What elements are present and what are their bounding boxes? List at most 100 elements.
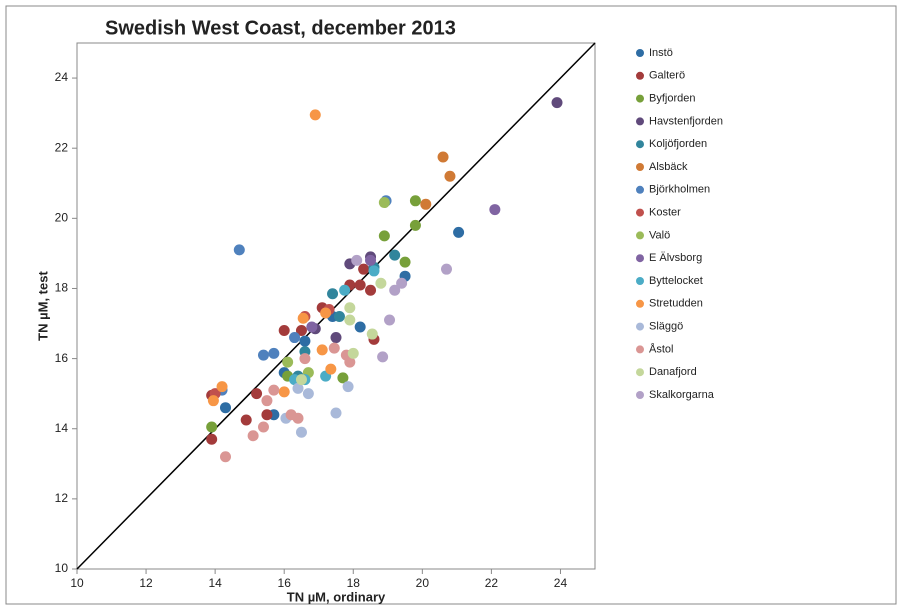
point <box>278 386 290 398</box>
legend-text: Koljöfjorden <box>649 138 707 150</box>
point <box>320 307 332 319</box>
point <box>354 321 366 333</box>
legend-marker <box>636 163 644 171</box>
y-tick-label: 12 <box>55 491 69 505</box>
plot-area <box>76 42 596 570</box>
point <box>299 353 311 365</box>
y-tick-label: 14 <box>55 421 69 435</box>
point <box>268 347 280 359</box>
point <box>437 151 449 163</box>
legend-text: Alsbäck <box>649 161 688 173</box>
chart-frame <box>5 5 897 605</box>
point <box>206 421 218 433</box>
point <box>358 263 370 275</box>
legend-marker <box>636 368 644 377</box>
x-tick-label: 16 <box>278 576 292 590</box>
point <box>399 256 411 268</box>
legend-marker <box>636 49 644 57</box>
x-tick-label: 14 <box>208 576 222 590</box>
legend-text: Släggö <box>649 321 683 333</box>
point <box>378 230 390 242</box>
y-tick-label: 24 <box>55 70 69 84</box>
legend-text: Koster <box>649 207 681 219</box>
point <box>327 288 339 300</box>
point <box>365 284 377 296</box>
x-axis-label: TN µM, ordinary <box>287 589 386 604</box>
point <box>344 314 356 326</box>
point <box>278 325 290 337</box>
x-tick-label: 18 <box>347 576 361 590</box>
point <box>366 328 378 340</box>
point <box>453 226 465 238</box>
point <box>333 311 345 323</box>
legend-text: Valö <box>649 229 670 241</box>
legend-marker <box>636 345 644 354</box>
point <box>261 409 273 421</box>
legend-text: Skalkorgarna <box>649 389 715 401</box>
legend-marker <box>636 277 644 285</box>
point <box>216 381 228 393</box>
legend-marker <box>636 185 644 194</box>
y-tick-label: 16 <box>55 351 69 365</box>
legend-text: Stretudden <box>649 298 703 310</box>
point <box>551 97 563 109</box>
y-tick-label: 22 <box>55 140 69 154</box>
legend-marker <box>636 140 644 149</box>
legend-text: Galterö <box>649 70 685 82</box>
point <box>292 412 304 424</box>
x-tick-label: 24 <box>554 576 568 590</box>
point <box>295 325 307 337</box>
point <box>297 312 309 324</box>
y-axis-label: TN µM, test <box>35 271 50 341</box>
point <box>330 332 342 344</box>
legend-marker <box>636 322 644 331</box>
point <box>489 204 501 216</box>
point <box>409 219 421 231</box>
point <box>328 342 340 354</box>
point <box>375 277 387 289</box>
point <box>302 388 314 400</box>
legend-marker <box>636 254 644 263</box>
point <box>219 402 231 414</box>
point <box>368 265 380 277</box>
legend-marker <box>636 117 644 126</box>
point <box>306 321 318 333</box>
legend-text: Danafjord <box>649 366 697 378</box>
point <box>337 372 349 384</box>
point <box>299 335 311 347</box>
x-tick-label: 12 <box>139 576 153 590</box>
legend-text: Instö <box>649 47 673 59</box>
point <box>389 284 401 296</box>
point <box>347 347 359 359</box>
x-tick-label: 22 <box>485 576 499 590</box>
point <box>396 277 408 289</box>
point <box>282 356 294 368</box>
point <box>354 279 366 291</box>
point <box>206 433 218 445</box>
point <box>377 351 389 363</box>
point <box>207 395 219 407</box>
point <box>240 414 252 426</box>
point <box>233 244 245 256</box>
legend-text: Byfjorden <box>649 93 695 105</box>
point <box>342 381 354 393</box>
point <box>389 249 401 261</box>
point <box>257 421 269 433</box>
legend-text: Havstenfjorden <box>649 115 723 127</box>
point <box>292 382 304 394</box>
point <box>268 384 280 396</box>
point <box>251 388 263 400</box>
legend-marker <box>636 208 644 217</box>
point <box>309 109 321 121</box>
point <box>247 430 259 442</box>
point <box>409 195 421 207</box>
legend-marker <box>636 299 644 308</box>
x-tick-label: 20 <box>416 576 430 590</box>
point <box>365 254 377 266</box>
chart-title: Swedish West Coast, december 2013 <box>105 17 456 39</box>
point <box>378 197 390 209</box>
legend-marker <box>636 71 644 80</box>
identity-line <box>76 42 596 570</box>
point <box>316 344 328 356</box>
